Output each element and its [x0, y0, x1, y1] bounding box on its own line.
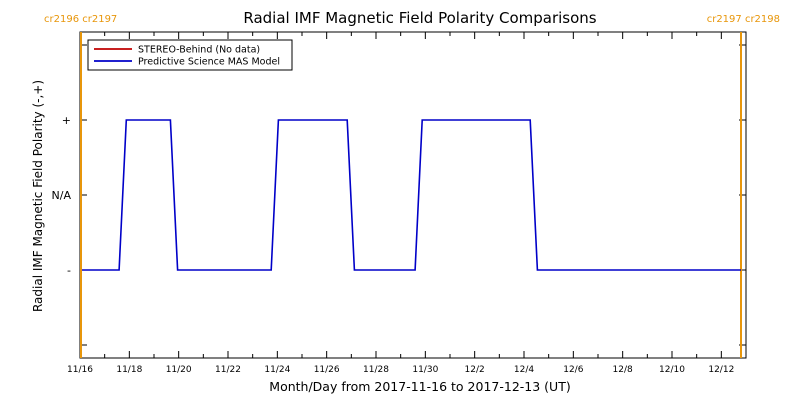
x-tick-label: 11/18 [116, 365, 142, 375]
x-tick-label: 11/26 [314, 365, 340, 375]
carrington-label-right: cr2197 cr2198 [707, 14, 780, 25]
y-tick-label: + [62, 114, 71, 127]
plot-area: 11/16 11/18 11/20 11/22 11/24 11/26 11/28 11/30… [52, 31, 747, 375]
x-tick-label: 11/28 [363, 365, 389, 375]
x-tick-label: 12/2 [465, 365, 485, 375]
series-line-mas [82, 119, 741, 271]
legend-label-mas: Predictive Science MAS Model [138, 57, 280, 68]
legend-box [87, 39, 293, 71]
plot-frame [79, 31, 747, 359]
x-tick-label: 11/22 [215, 365, 241, 375]
x-axis-ticks: 11/16 11/18 11/20 11/22 11/24 11/26 11/28 11/30… [67, 32, 747, 375]
carrington-label-left: cr2196 cr2197 [44, 14, 117, 25]
x-tick-label: 12/4 [514, 365, 534, 375]
x-tick-label: 12/6 [563, 365, 583, 375]
x-tick-label: 11/30 [412, 365, 438, 375]
x-tick-label: 11/16 [67, 365, 93, 375]
x-tick-label: 12/8 [613, 365, 633, 375]
y-tick-label: N/A [52, 189, 72, 202]
y-tick-label: - [67, 264, 71, 277]
chart-title: Radial IMF Magnetic Field Polarity Compa… [243, 9, 596, 27]
x-tick-label: 12/10 [659, 365, 685, 375]
y-axis-label: Radial IMF Magnetic Field Polarity (-,+) [31, 80, 45, 312]
x-tick-label: 11/24 [264, 365, 290, 375]
carrington-markers [80, 32, 742, 358]
legend: STEREO-Behind (No data) Predictive Scien… [87, 39, 293, 71]
legend-label-stereo: STEREO-Behind (No data) [138, 45, 260, 56]
x-tick-label: 12/12 [708, 365, 734, 375]
x-axis-label: Month/Day from 2017-11-16 to 2017-12-13 … [269, 379, 570, 394]
x-tick-label: 11/20 [166, 365, 192, 375]
y-axis-ticks: + N/A - [52, 44, 746, 346]
